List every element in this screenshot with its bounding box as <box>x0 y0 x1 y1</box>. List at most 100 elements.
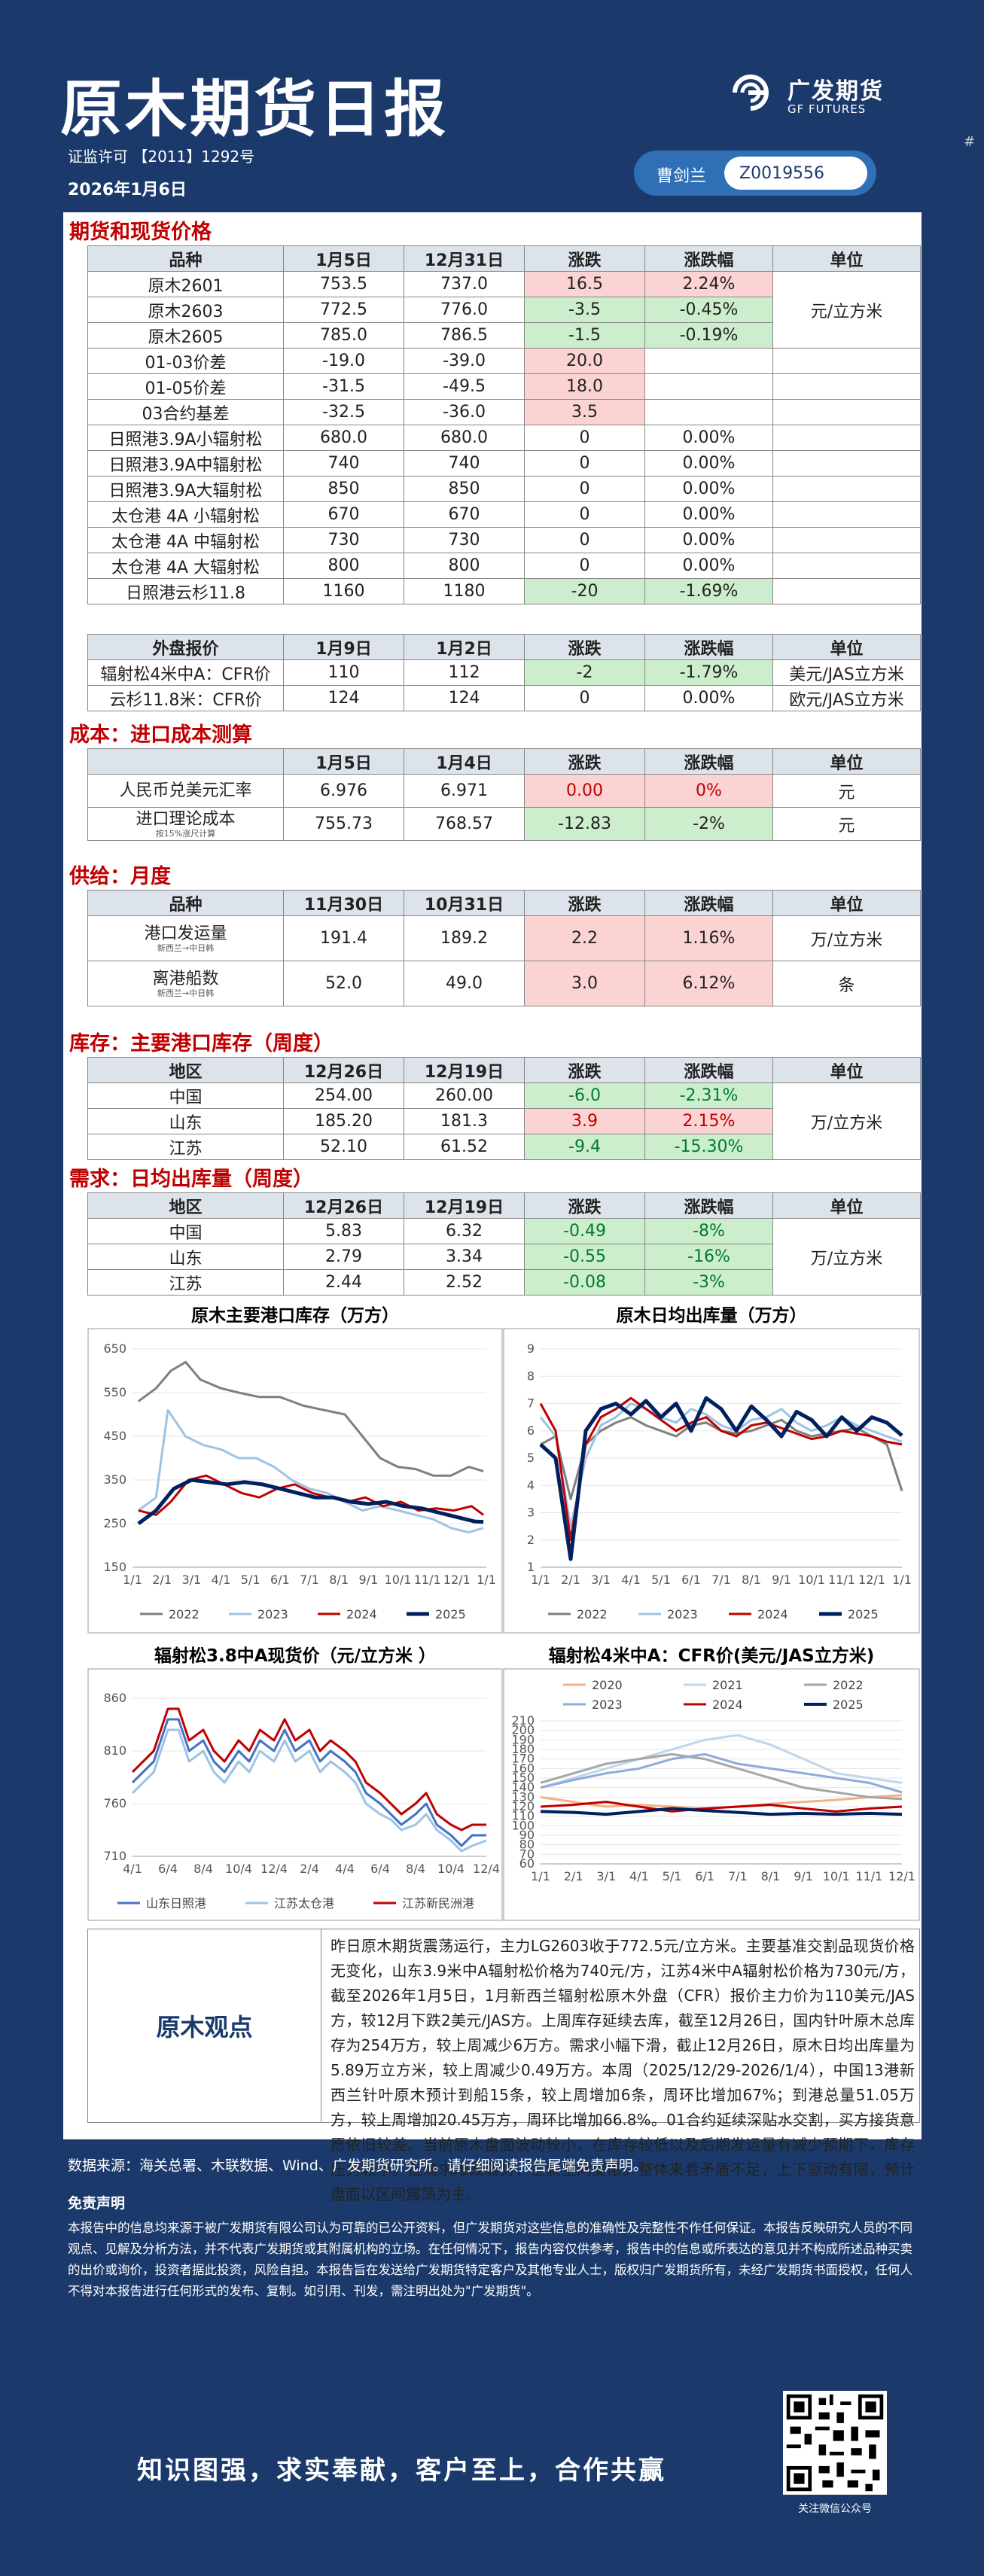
section-demand: 需求：日均出库量（周度） <box>69 1168 313 1191</box>
change-value: -1.5 <box>524 322 645 349</box>
value-previous: 768.57 <box>404 807 525 841</box>
row-label: 山东 <box>87 1108 284 1134</box>
y-tick-label: 170 <box>511 1752 535 1766</box>
slogan: 知识图强，求实奉献，客户至上，合作共赢 <box>137 2456 666 2486</box>
row-label: 中国 <box>87 1218 284 1244</box>
x-tick-label: 1/1 <box>531 1869 550 1883</box>
table-row: 太仓港 4A 中辐射松 730 730 0 0.00% <box>87 527 921 553</box>
series-line-2023 <box>137 1408 484 1534</box>
column-header: 10月31日 <box>404 890 525 916</box>
change-value: 0.00 <box>524 774 645 808</box>
y-tick-label: 90 <box>519 1828 535 1842</box>
change-pct: 0.00% <box>644 685 773 711</box>
row-label: 日照港云杉11.8 <box>87 578 284 604</box>
y-tick-label: 9 <box>527 1341 535 1356</box>
value-current: 755.73 <box>283 807 404 841</box>
change-value: 18.0 <box>524 373 645 400</box>
change-pct: -16% <box>644 1244 773 1270</box>
change-value: -0.49 <box>524 1218 645 1244</box>
row-label: 离港船数 新西兰→中日韩 <box>87 961 284 1006</box>
row-label: 江苏 <box>87 1269 284 1296</box>
table-row: 进口理论成本 按15%涨尺计算 755.73 768.57 -12.83 -2% 元 <box>87 807 921 841</box>
row-label: 港口发运量 新西兰→中日韩 <box>87 915 284 961</box>
empty-cell <box>772 527 921 553</box>
y-tick-label: 710 <box>103 1849 126 1863</box>
column-header: 涨跌 <box>524 634 645 660</box>
change-pct: 0.00% <box>644 425 773 451</box>
y-tick-label: 150 <box>511 1771 535 1785</box>
x-tick-label: 6/4 <box>158 1862 178 1876</box>
series-line-山东日照港 <box>131 1718 486 1847</box>
x-tick-label: 2/1 <box>564 1869 583 1883</box>
value-previous: 49.0 <box>404 961 525 1006</box>
table-row: 原木2601 753.5 737.0 16.5 2.24% 元/立方米 <box>87 271 921 349</box>
x-tick-label: 6/4 <box>370 1862 390 1876</box>
legend-label: 2024 <box>757 1607 788 1621</box>
column-header: 涨跌幅 <box>644 748 773 775</box>
report-title: 原木期货日报 <box>60 74 449 145</box>
y-tick-label: 350 <box>103 1472 126 1487</box>
empty-cell <box>772 348 921 374</box>
x-tick-label: 10/1 <box>823 1869 850 1883</box>
value-current: 785.0 <box>283 322 404 349</box>
x-tick-label: 9/1 <box>794 1869 813 1883</box>
change-value: -9.4 <box>524 1134 645 1160</box>
x-tick-label: 4/4 <box>335 1862 355 1876</box>
series-line-2024 <box>539 1396 903 1542</box>
change-value: 0 <box>524 685 645 711</box>
value-current: 6.976 <box>283 774 404 808</box>
column-header: 单位 <box>772 748 921 775</box>
change-pct: 2.24% <box>644 271 773 297</box>
column-header: 外盘报价 <box>87 634 284 660</box>
column-header: 12月31日 <box>404 245 525 272</box>
x-tick-label: 5/1 <box>241 1573 260 1587</box>
column-header: 单位 <box>772 634 921 660</box>
table-row: 江苏 2.44 2.52 -0.08 -3% <box>87 1269 921 1296</box>
x-tick-label: 11/1 <box>828 1573 855 1587</box>
table-row: 中国 254.00 260.00 -6.0 -2.31% 万/立方米 <box>87 1082 921 1160</box>
value-previous: 730 <box>404 527 525 553</box>
x-tick-label: 12/1 <box>858 1573 885 1587</box>
logo-text-en: GF FUTURES <box>788 102 867 116</box>
x-tick-label: 4/1 <box>123 1862 142 1876</box>
change-value: 2.2 <box>524 915 645 961</box>
column-header: 单位 <box>772 1192 921 1219</box>
unit-cell: 万/立方米 <box>772 915 921 961</box>
table-row: 山东 2.79 3.34 -0.55 -16% <box>87 1244 921 1270</box>
change-pct: 0.00% <box>644 450 773 477</box>
data-source: 数据来源：海关总署、木联数据、Wind、广发期货研究所。请仔细阅读报告尾端免责声… <box>68 2157 647 2174</box>
futures-spot-table: 品种 1月5日 12月31日 涨跌 涨跌幅 单位 原木2601 753.5 737.0 16.5 2… <box>87 245 921 604</box>
author-badge: 曹剑兰 Z0019556 <box>634 151 876 196</box>
table-row: 山东 185.20 181.3 3.9 2.15% <box>87 1108 921 1134</box>
row-label: 中国 <box>87 1082 284 1109</box>
table-row: 01-03价差 -19.0 -39.0 20.0 <box>87 348 921 374</box>
chart-frame <box>87 1328 503 1634</box>
change-value: 0 <box>524 553 645 579</box>
column-header: 地区 <box>87 1192 284 1219</box>
series-line-2023 <box>540 1752 903 1794</box>
y-tick-label: 2 <box>527 1533 535 1547</box>
row-label-note: 新西兰→中日韩 <box>157 942 215 953</box>
change-pct: 1.16% <box>644 915 773 961</box>
x-tick-label: 4/1 <box>621 1573 641 1587</box>
value-current: 772.5 <box>283 297 404 323</box>
qr-code-icon[interactable] <box>783 2391 887 2495</box>
change-pct: -0.45% <box>644 297 773 323</box>
empty-cell <box>772 399 921 425</box>
column-header <box>87 748 284 775</box>
disclaimer-text: 本报告中的信息均来源于被广发期货有限公司认为可靠的已公开资料，但广发期货对这些信… <box>68 2221 912 2298</box>
cfr-price-chart: 6070809010011012013014015016017018019020… <box>503 1668 920 1921</box>
value-previous: 181.3 <box>404 1108 525 1134</box>
value-previous: 61.52 <box>404 1134 525 1160</box>
row-label-note: 按15%涨尺计算 <box>155 828 216 839</box>
value-current: 110 <box>283 659 404 686</box>
section-supply: 供给：月度 <box>69 865 171 888</box>
row-label: 日照港3.9A中辐射松 <box>87 450 284 477</box>
series-line-江苏新民洲港 <box>131 1707 486 1832</box>
table-row: 日照港3.9A中辐射松 740 740 0 0.00% <box>87 450 921 477</box>
value-current: 52.10 <box>283 1134 404 1160</box>
content-panel: 期货和现货价格 品种 1月5日 12月31日 涨跌 涨跌幅 单位 原木2601 753.5 73… <box>63 212 922 2203</box>
column-header: 地区 <box>87 1057 284 1083</box>
table-row: 辐射松4米中A：CFR价 110 112 -2 -1.79% 美元/JAS立方米 <box>87 659 921 686</box>
